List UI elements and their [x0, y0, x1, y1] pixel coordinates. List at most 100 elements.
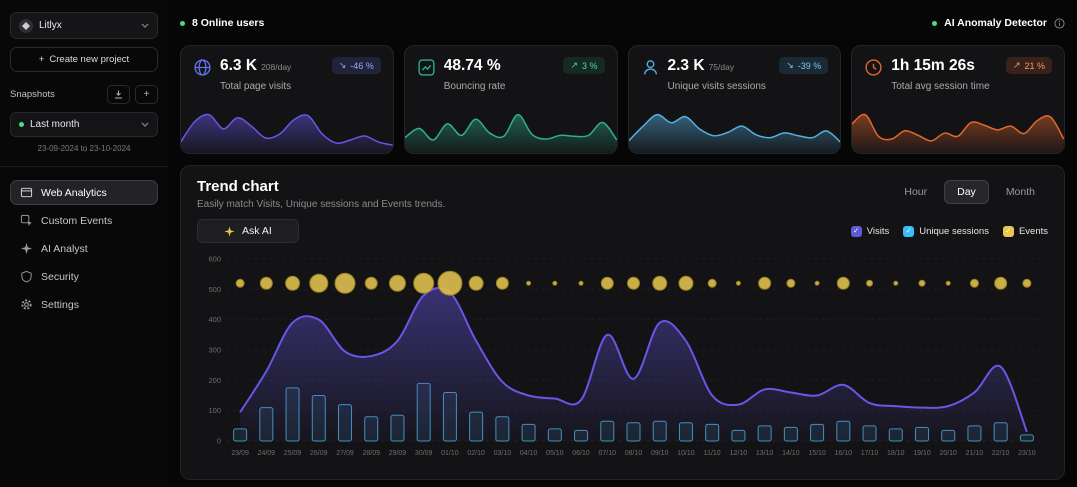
snapshots-label: Snapshots [10, 89, 55, 100]
legend-label: Visits [867, 226, 890, 237]
snapshot-date-range: 23-09-2024 to 23-10-2024 [10, 144, 158, 153]
chevron-down-icon [141, 23, 149, 28]
legend-unique-sessions[interactable]: ✓ Unique sessions [903, 226, 989, 237]
granularity-day-button[interactable]: Day [944, 180, 989, 204]
chevron-down-icon [141, 122, 149, 127]
main-content: 8 Online users AI Anomaly Detector 6.3 K… [180, 14, 1065, 481]
svg-text:27/09: 27/09 [336, 450, 354, 457]
svg-text:500: 500 [208, 285, 221, 294]
svg-text:16/10: 16/10 [835, 450, 853, 457]
stat-badge: ↘ -39 % [779, 57, 828, 74]
person-icon [641, 58, 660, 77]
trend-chart: 010020030040050060023/0924/0925/0926/092… [197, 249, 1048, 461]
info-icon[interactable] [1054, 18, 1065, 29]
online-users-label: 8 Online users [192, 17, 264, 29]
trend-heading: Trend chart Easily match Visits, Unique … [197, 178, 445, 210]
stat-value-wrap: 6.3 K208/day [220, 57, 291, 74]
trend-chart-svg: 010020030040050060023/0924/0925/0926/092… [197, 249, 1048, 461]
svg-text:08/10: 08/10 [625, 450, 643, 457]
web-analytics-icon [20, 186, 33, 199]
svg-text:03/10: 03/10 [494, 450, 512, 457]
spark_unique-chart [629, 107, 841, 153]
svg-text:13/10: 13/10 [756, 450, 774, 457]
svg-text:30/09: 30/09 [415, 450, 433, 457]
globe-icon [193, 58, 212, 77]
check-icon: ✓ [906, 227, 912, 235]
stat-card-avg-session-time: 1h 15m 26s ↗ 21 % Total avg session time [851, 45, 1065, 154]
sidebar-item-label: Web Analytics [41, 187, 107, 199]
badge-value: 21 % [1024, 61, 1045, 71]
trend-chart-card: Trend chart Easily match Visits, Unique … [180, 165, 1065, 480]
granularity-hour-button[interactable]: Hour [891, 180, 940, 204]
trend-down-icon: ↘ [786, 60, 794, 71]
stat-value: 1h 15m 26s [891, 57, 975, 74]
spark_session-chart [852, 107, 1064, 153]
badge-value: 3 % [582, 61, 598, 71]
chart-legend: ✓ Visits ✓ Unique sessions ✓ Events [851, 226, 1048, 237]
plus-icon: + [144, 89, 150, 100]
bounce-rate-icon [417, 58, 436, 77]
sidebar-item-label: Security [41, 271, 79, 283]
svg-text:01/10: 01/10 [441, 450, 459, 457]
stat-value: 48.74 % [444, 57, 501, 74]
svg-text:11/10: 11/10 [704, 450, 721, 457]
anomaly-status-dot [932, 21, 937, 26]
ai-anomaly-detector: AI Anomaly Detector [932, 17, 1065, 29]
sparkle-icon [224, 226, 235, 237]
sidebar-item-label: AI Analyst [41, 243, 88, 255]
create-project-button[interactable]: + Create new project [10, 47, 158, 72]
snapshot-export-button[interactable] [107, 85, 130, 104]
svg-text:20/10: 20/10 [939, 450, 957, 457]
sidebar-item-label: Settings [41, 299, 79, 311]
granularity-month-button[interactable]: Month [993, 180, 1048, 204]
sidebar: Litlyx + Create new project Snapshots + … [0, 0, 168, 487]
snapshot-range-select[interactable]: Last month [10, 112, 158, 137]
ai-sparkle-icon [20, 242, 33, 255]
project-selector[interactable]: Litlyx [10, 12, 158, 39]
spark_visits-chart [181, 107, 393, 153]
svg-text:02/10: 02/10 [467, 450, 485, 457]
svg-text:23/09: 23/09 [231, 450, 249, 457]
badge-value: -39 % [798, 61, 822, 71]
sidebar-item-settings[interactable]: Settings [10, 292, 158, 317]
ask-ai-button[interactable]: Ask AI [197, 219, 299, 243]
svg-text:24/09: 24/09 [258, 450, 276, 457]
snapshots-row: Snapshots + [10, 85, 158, 104]
svg-text:200: 200 [208, 376, 221, 385]
plus-icon: + [39, 54, 45, 65]
sidebar-item-ai-analyst[interactable]: AI Analyst [10, 236, 158, 261]
snapshot-add-button[interactable]: + [135, 85, 158, 104]
svg-text:300: 300 [208, 346, 221, 355]
stat-value: 6.3 K [220, 57, 257, 74]
sparkline-unique-sessions [629, 107, 841, 153]
stat-card-total-page-visits: 6.3 K208/day ↘ -46 % Total page visits [180, 45, 394, 154]
visits-checkbox: ✓ [851, 226, 862, 237]
shield-icon [20, 270, 33, 283]
stat-value: 2.3 K [668, 57, 705, 74]
legend-visits[interactable]: ✓ Visits [851, 226, 890, 237]
stat-label: Bouncing rate [444, 81, 617, 92]
sidebar-item-web-analytics[interactable]: Web Analytics [10, 180, 158, 205]
stat-value-wrap: 2.3 K75/day [668, 57, 735, 74]
sidebar-nav: Web Analytics Custom Events AI Analyst S… [10, 180, 158, 317]
svg-text:0: 0 [217, 437, 221, 446]
svg-text:06/10: 06/10 [572, 450, 590, 457]
svg-text:21/10: 21/10 [966, 450, 984, 457]
snapshot-range-value: Last month [30, 119, 79, 130]
check-icon: ✓ [1005, 227, 1011, 235]
svg-text:12/10: 12/10 [730, 450, 748, 457]
svg-text:28/09: 28/09 [362, 450, 380, 457]
trend-subtitle: Easily match Visits, Unique sessions and… [197, 199, 445, 210]
svg-text:07/10: 07/10 [599, 450, 617, 457]
svg-text:100: 100 [208, 406, 221, 415]
sidebar-item-custom-events[interactable]: Custom Events [10, 208, 158, 233]
svg-text:05/10: 05/10 [546, 450, 564, 457]
sparkline-avg-session-time [852, 107, 1064, 153]
badge-value: -46 % [350, 61, 374, 71]
trend-down-icon: ↘ [339, 60, 347, 71]
legend-events[interactable]: ✓ Events [1003, 226, 1048, 237]
divider [0, 166, 168, 167]
sidebar-item-security[interactable]: Security [10, 264, 158, 289]
svg-text:15/10: 15/10 [808, 450, 826, 457]
sparkline-total-page-visits [181, 107, 393, 153]
